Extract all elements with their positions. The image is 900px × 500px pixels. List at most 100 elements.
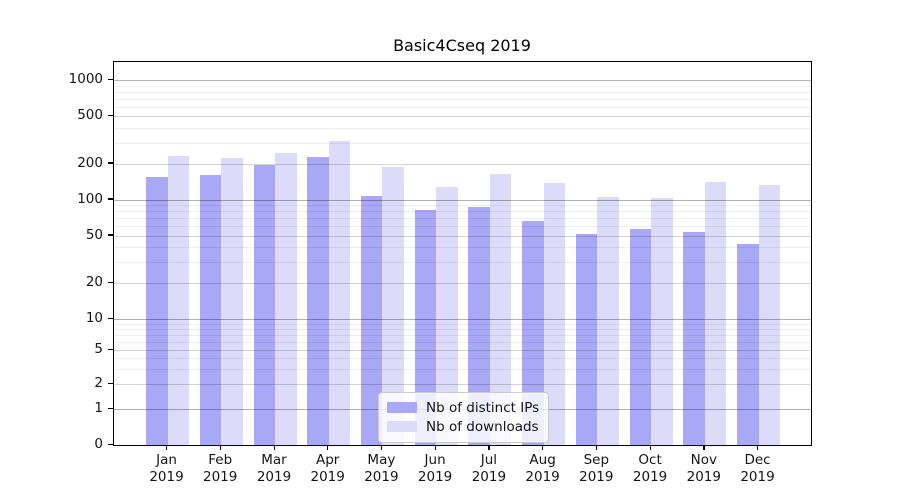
gridline-y-2: [114, 384, 811, 386]
gridline-y-300: [114, 142, 811, 144]
xtick-label-aug: Aug 2019: [525, 452, 560, 485]
legend-label-distinct-ips: Nb of distinct IPs: [426, 399, 540, 416]
legend-swatch-distinct-ips: [387, 402, 417, 413]
ytick-mark-1: [108, 407, 113, 409]
ytick-label-5: 5: [94, 341, 103, 357]
bar-ips-sep: [575, 233, 598, 445]
bar-ips-aug: [522, 221, 544, 445]
gridline-y-6: [114, 341, 811, 343]
gridline-y-20: [114, 283, 811, 285]
bar-downloads-sep: [597, 196, 619, 445]
xtick-label-apr: Apr 2019: [310, 452, 345, 485]
bar-ips-may: [360, 196, 383, 445]
gridline-y-5: [114, 350, 811, 351]
bar-ips-oct: [629, 229, 652, 445]
gridline-y-4: [114, 358, 811, 360]
ytick-mark-0: [108, 443, 113, 446]
ytick-label-20: 20: [85, 274, 103, 291]
gridline-y-9: [114, 324, 811, 325]
xtick-mark-dec: [757, 445, 759, 450]
bar-downloads-apr: [328, 140, 351, 445]
gridline-y-700: [114, 98, 811, 100]
gridlines-layer: [114, 62, 811, 445]
bar-downloads-feb: [221, 158, 243, 445]
gridline-y-70: [114, 218, 811, 220]
ytick-mark-5: [108, 348, 113, 350]
ytick-label-10: 10: [85, 310, 103, 327]
bar-ips-apr: [307, 157, 329, 445]
ytick-label-1: 1: [94, 400, 103, 416]
ytick-mark-20: [108, 281, 113, 284]
xtick-mark-jan: [166, 445, 168, 450]
gridline-y-600: [114, 106, 811, 108]
xtick-mark-jul: [488, 445, 490, 450]
bar-downloads-aug: [543, 182, 566, 445]
gridline-y-10: [114, 319, 811, 321]
legend-row-distinct-ips: Nb of distinct IPs: [387, 398, 540, 417]
xtick-mark-aug: [542, 445, 544, 450]
xtick-label-dec: Dec 2019: [740, 452, 775, 485]
ytick-label-100: 100: [77, 190, 103, 207]
ytick-mark-10: [108, 317, 113, 320]
gridline-y-50: [114, 235, 811, 237]
bars-layer: [114, 62, 811, 445]
xtick-label-jan: Jan 2019: [149, 452, 184, 485]
xtick-label-jul: Jul 2019: [471, 452, 507, 485]
legend: Nb of distinct IPs Nb of downloads: [378, 392, 549, 443]
ytick-mark-100: [108, 198, 113, 200]
bar-downloads-mar: [275, 153, 297, 445]
gridline-y-100: [114, 199, 811, 201]
xtick-mark-feb: [219, 445, 221, 450]
ytick-label-500: 500: [77, 107, 103, 124]
bar-ips-jul: [468, 207, 490, 445]
ytick-label-0: 0: [94, 436, 103, 453]
bar-downloads-oct: [651, 197, 673, 445]
xtick-mark-jun: [434, 445, 436, 450]
xtick-label-jun: Jun 2019: [417, 452, 453, 485]
bar-ips-nov: [683, 231, 705, 445]
gridline-y-7: [114, 335, 811, 337]
ytick-label-1000: 1000: [68, 71, 103, 88]
xtick-mark-sep: [595, 445, 598, 450]
bar-ips-mar: [253, 164, 275, 445]
gridline-y-400: [114, 127, 811, 129]
xtick-label-sep: Sep 2019: [579, 452, 614, 485]
legend-label-downloads: Nb of downloads: [426, 418, 539, 435]
ytick-label-200: 200: [77, 154, 103, 171]
ytick-mark-500: [108, 114, 113, 117]
xtick-mark-apr: [327, 445, 329, 450]
bar-ips-feb: [199, 175, 222, 445]
gridline-y-1000: [114, 80, 811, 82]
gridline-y-60: [114, 226, 811, 228]
gridline-y-500: [114, 116, 811, 118]
ytick-label-50: 50: [85, 226, 103, 243]
legend-swatch-downloads: [387, 421, 417, 432]
xtick-mark-nov: [703, 445, 705, 450]
bar-downloads-jul: [489, 174, 512, 445]
xtick-mark-oct: [649, 445, 651, 450]
gridline-y-80: [114, 211, 811, 213]
plot-area: [113, 61, 812, 446]
gridline-y-800: [114, 91, 811, 93]
ytick-label-2: 2: [94, 375, 103, 392]
bar-downloads-dec: [758, 184, 780, 445]
chart-title: Basic4Cseq 2019: [393, 36, 531, 55]
gridline-y-40: [114, 247, 811, 249]
xtick-label-feb: Feb 2019: [203, 452, 238, 485]
gridline-y-90: [114, 205, 811, 207]
xtick-mark-mar: [273, 445, 275, 450]
xtick-label-oct: Oct 2019: [632, 452, 668, 485]
xtick-label-mar: Mar 2019: [256, 452, 292, 485]
bar-ips-jun: [414, 210, 437, 445]
gridline-y-3: [114, 369, 811, 371]
gridline-y-8: [114, 329, 811, 331]
ytick-mark-200: [108, 162, 113, 164]
xtick-mark-may: [380, 445, 383, 450]
ytick-mark-50: [108, 234, 113, 236]
gridline-y-200: [114, 163, 811, 165]
legend-row-downloads: Nb of downloads: [387, 417, 540, 436]
ytick-mark-2: [108, 382, 113, 385]
xtick-label-nov: Nov 2019: [686, 452, 721, 485]
bar-ips-jan: [146, 177, 168, 445]
